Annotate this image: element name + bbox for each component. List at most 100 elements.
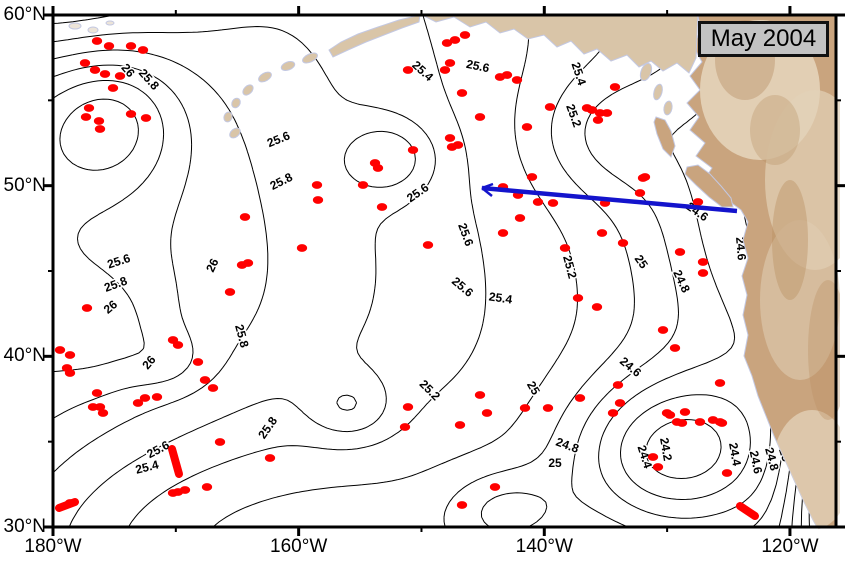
transect-group: [481, 182, 738, 214]
x-axis-label-120: 120°W: [761, 536, 819, 557]
contour-label: 25.2: [563, 102, 584, 129]
station-dot: [224, 288, 236, 296]
station-dot: [721, 469, 733, 477]
station-dot: [79, 59, 91, 67]
station-dot: [172, 341, 184, 349]
contour-label: 24.6: [747, 449, 766, 475]
station-dot: [544, 103, 556, 111]
station-dot: [91, 389, 103, 397]
station-dot: [639, 173, 651, 181]
station-dot: [372, 164, 384, 172]
contour-label: 25.4: [488, 289, 513, 306]
station-dot: [207, 384, 219, 392]
station-dot: [107, 84, 119, 92]
station-dot: [526, 173, 538, 181]
station-dot: [647, 453, 659, 461]
station-dot: [586, 106, 598, 114]
station-dot: [547, 199, 559, 207]
station-dot: [167, 489, 179, 497]
station-dot: [214, 438, 226, 446]
contour-line: [53, 80, 836, 509]
axis-ticks-group: [44, 6, 845, 536]
station-dot: [402, 66, 414, 74]
contour-label: 25.6: [105, 251, 132, 272]
contour-label: 26: [203, 256, 221, 274]
station-dot: [402, 403, 414, 411]
station-dot: [521, 123, 533, 131]
land-aleutian-island: [258, 71, 272, 83]
contour-label: 24.6: [617, 354, 644, 380]
station-dot: [634, 189, 646, 197]
station-dot: [559, 244, 571, 252]
station-dot: [439, 66, 451, 74]
station-dot: [657, 326, 669, 334]
contour-label: 25.6: [465, 57, 491, 76]
x-axis-label-180: 180°W: [24, 536, 82, 557]
station-dot: [511, 76, 523, 84]
station-dot: [697, 258, 709, 266]
station-dots-group: [54, 31, 759, 520]
station-dot: [80, 113, 92, 121]
land-aleutian-island: [231, 97, 241, 109]
station-dot: [664, 411, 676, 419]
station-dot: [91, 37, 103, 45]
station-dot: [692, 198, 704, 206]
station-dot: [591, 303, 603, 311]
contour-label: 25.6: [455, 221, 476, 248]
station-dot: [114, 72, 126, 80]
station-dot: [607, 409, 619, 417]
station-dot: [694, 418, 706, 426]
station-dot: [312, 196, 324, 204]
y-axis-label-30: 30°N: [3, 516, 46, 537]
station-dot: [64, 369, 76, 377]
contour-label: 24.2: [657, 437, 675, 463]
title-label: May 2004: [710, 25, 817, 52]
land-haida-gwaii: [653, 116, 676, 158]
station-dot: [609, 83, 621, 91]
land-aleutian-island: [242, 84, 254, 96]
station-dot: [441, 39, 453, 47]
transect-arrowhead-icon: [481, 182, 494, 197]
station-dot: [64, 351, 76, 359]
station-dot: [497, 229, 509, 237]
station-dot: [407, 146, 419, 154]
station-dot: [125, 42, 137, 50]
station-dot: [242, 259, 254, 267]
land-far-west-island: [68, 22, 82, 30]
title-box: May 2004: [698, 21, 829, 57]
land-far-west-island: [87, 26, 99, 34]
contour-label: 25.6: [449, 274, 476, 300]
station-dot: [714, 379, 726, 387]
station-dot: [125, 110, 137, 118]
y-axis-label-60: 60°N: [3, 4, 46, 25]
contour-label: 25: [632, 252, 651, 271]
station-dot: [532, 198, 544, 206]
station-dot: [399, 423, 411, 431]
terrain-shade: [808, 280, 840, 420]
station-dot: [596, 229, 608, 237]
x-axis-label-140: 140°W: [515, 536, 573, 557]
contour-label: 24.8: [554, 435, 581, 456]
station-dot: [89, 66, 101, 74]
contour-label: 25.2: [560, 254, 580, 280]
land-aleutian-island: [302, 52, 318, 64]
station-dot: [614, 399, 626, 407]
station-dot: [676, 419, 688, 427]
station-dot: [601, 109, 613, 117]
land-aleutian-island: [653, 83, 663, 101]
station-dot-streak: [736, 502, 759, 520]
station-dot: [444, 134, 456, 142]
land-aleutian-island: [229, 127, 241, 139]
station-dot: [519, 404, 531, 412]
contour-label: 25.8: [255, 414, 280, 441]
station-dot: [592, 116, 604, 124]
station-dot: [94, 125, 106, 133]
station-dot: [489, 483, 501, 491]
land-alaska: [420, 15, 699, 74]
terrain-shade: [750, 95, 800, 165]
contour-label: 25.4: [134, 457, 160, 476]
station-dot: [376, 203, 388, 211]
station-dot: [137, 46, 149, 54]
station-dot: [452, 141, 464, 149]
